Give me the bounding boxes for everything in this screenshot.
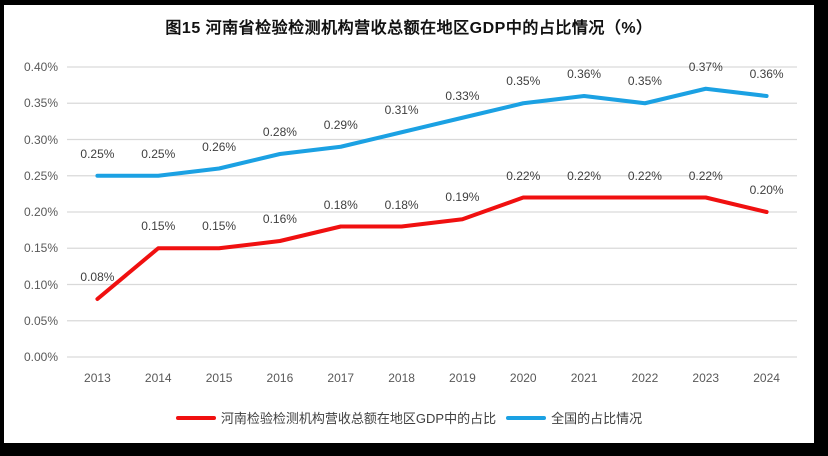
legend: 河南检验检测机构营收总额在地区GDP中的占比 全国的占比情况 [4,408,814,427]
x-tick-label: 2018 [388,371,415,385]
data-label: 0.08% [80,270,115,284]
y-tick-label: 0.20% [23,205,58,219]
legend-item-henan: 河南检验检测机构营收总额在地区GDP中的占比 [175,408,497,427]
data-label: 0.25% [141,146,176,161]
data-label: 0.31% [384,103,419,118]
data-label: 0.35% [627,74,662,89]
chart-title: 图15 河南省检验检测机构营收总额在地区GDP中的占比情况（%） [165,20,653,37]
y-tick-label: 0.05% [23,313,58,328]
x-tick-label: 2017 [327,371,355,385]
legend-swatch-national-icon [506,415,547,420]
y-tick-label: 0.10% [23,277,58,292]
data-label: 0.18% [323,197,358,212]
y-tick-label: 0.40% [23,60,58,74]
legend-swatch-henan-icon [175,415,216,420]
legend-label-henan: 河南检验检测机构营收总额在地区GDP中的占比 [220,411,497,426]
data-label: 0.22% [567,168,602,183]
x-tick-label: 2023 [692,371,720,385]
y-tick-label: 0.25% [23,168,58,183]
data-label: 0.33% [445,88,480,103]
data-label: 0.15% [141,219,176,234]
data-label: 0.22% [506,168,541,183]
data-label: 0.22% [688,168,723,183]
x-tick-label: 2019 [449,371,476,385]
data-label: 0.36% [749,67,784,81]
x-tick-label: 2022 [631,371,659,385]
legend-item-national: 全国的占比情况 [506,408,642,427]
y-tick-label: 0.00% [23,350,58,364]
data-label: 0.25% [80,146,115,161]
data-label: 0.16% [262,212,297,226]
x-tick-label: 2016 [266,371,294,385]
data-label: 0.15% [202,219,237,234]
data-label: 0.36% [567,67,602,81]
chart-canvas [67,66,797,358]
data-label: 0.28% [262,125,297,139]
x-tick-label: 2014 [144,371,172,385]
data-label: 0.18% [384,197,419,212]
data-label: 0.35% [506,74,541,89]
x-tick-label: 2021 [570,371,598,385]
series-line-1 [95,86,769,178]
x-tick-label: 2020 [509,371,537,385]
data-label: 0.19% [445,190,480,205]
x-tick-label: 2024 [753,371,780,385]
data-label: 0.20% [749,183,784,197]
data-label: 0.29% [323,117,358,132]
legend-label-national: 全国的占比情况 [551,411,643,426]
plot-area: 0.00% 0.05% 0.10% 0.15% 0.20% 0.25% 0.30% 0.35%… [4,5,814,443]
y-tick-label: 0.35% [23,96,58,111]
x-tick-label: 2013 [84,371,111,385]
y-tick-label: 0.30% [23,132,58,147]
data-label: 0.37% [688,59,723,74]
series-line-0 [95,195,769,301]
chart-inner: 图15 河南省检验检测机构营收总额在地区GDP中的占比情况（%） 0.00% 0.… [4,5,814,443]
x-tick-label: 2015 [205,371,233,385]
y-tick-label: 0.15% [23,241,58,256]
data-label: 0.22% [627,168,662,183]
data-label: 0.26% [202,139,237,154]
